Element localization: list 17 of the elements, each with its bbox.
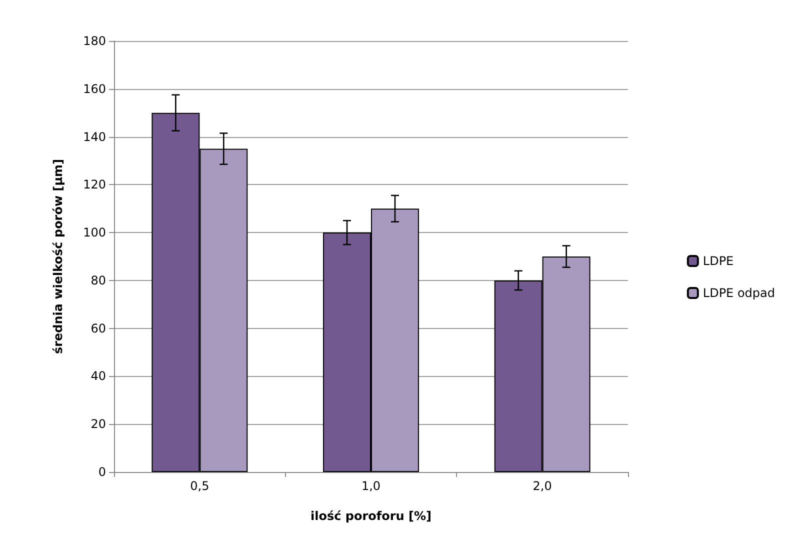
y-tick-label: 40	[90, 369, 106, 384]
y-tick-label: 20	[90, 417, 106, 432]
y-tick-label: 60	[90, 321, 106, 336]
x-axis-title: ilość poroforu [%]	[310, 509, 432, 523]
y-tick-label: 120	[83, 178, 106, 192]
y-tick-label: 180	[83, 34, 106, 48]
legend-label: LDPE odpad	[702, 286, 776, 300]
y-tick-label: 100	[83, 226, 106, 240]
y-tick-label: 0	[98, 465, 106, 479]
y-tick-label: 80	[90, 273, 106, 288]
x-tick-label: 2,0	[532, 479, 552, 493]
y-tick-label: 160	[83, 82, 106, 96]
y-axis-title: średnia wielkość porów [µm]	[51, 158, 65, 354]
x-tick-label: 0,5	[190, 479, 210, 493]
legend-label: LDPE	[702, 254, 734, 268]
y-tick-label: 140	[83, 130, 106, 144]
x-tick-label: 1,0	[361, 479, 381, 493]
